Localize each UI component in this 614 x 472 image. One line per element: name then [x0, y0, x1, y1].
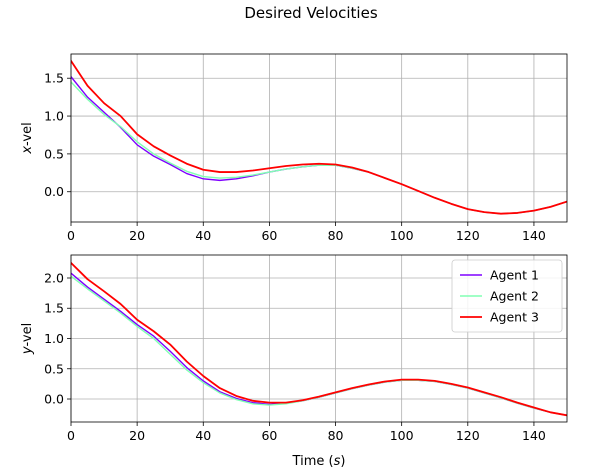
bottom-y-tick-label: 0.5: [44, 361, 64, 376]
top-x-tick-label: 40: [195, 228, 211, 243]
top-x-tick-label: 140: [522, 228, 546, 243]
top-y-tick-label: 1.5: [44, 71, 64, 86]
bottom-y-tick-label: 1.5: [44, 301, 64, 316]
legend-label-agent-1: Agent 1: [490, 268, 539, 283]
top-series-line-agent-3: [71, 59, 567, 215]
legend-box: [451, 259, 563, 333]
legend-label-agent-3: Agent 3: [490, 310, 539, 325]
bottom-x-tick-label: 20: [129, 428, 145, 443]
bottom-x-tick-label: 60: [261, 428, 277, 443]
x-velocity-panel: 0 20 40 60 80 100 120 140 0.0 0.5 1.0 1.5 x-vel: [20, 53, 568, 243]
top-y-tick-label: 0.0: [44, 184, 64, 199]
bottom-y-axis-label: y-vel: [20, 323, 35, 355]
top-x-tick-label: 0: [67, 228, 75, 243]
bottom-x-tick-label: 0: [67, 428, 75, 443]
bottom-x-tick-label: 80: [328, 428, 344, 443]
bottom-series-line-agent-3: [71, 261, 567, 417]
bottom-y-tick-label: 1.0: [44, 331, 64, 346]
top-x-tick-label: 100: [390, 228, 414, 243]
top-x-tick-label: 60: [261, 228, 277, 243]
bottom-x-tick-label: 140: [522, 428, 546, 443]
bottom-x-axis-label: Time (s): [292, 454, 346, 469]
y-velocity-panel: 0 20 40 60 80 100 120 140 0.0 0.5 1.0 1.5 2.0 y-vel Ti…: [20, 254, 568, 469]
top-x-tick-label: 120: [456, 228, 480, 243]
top-plot-frame: [70, 53, 568, 223]
bottom-y-tick-label: 0.0: [44, 392, 64, 407]
top-x-tick-label: 80: [328, 228, 344, 243]
bottom-x-tick-label: 40: [195, 428, 211, 443]
bottom-x-tick-label: 100: [390, 428, 414, 443]
top-y-axis-label: x-vel: [20, 122, 35, 154]
legend-label-agent-2: Agent 2: [490, 289, 539, 304]
top-y-tick-label: 0.5: [44, 146, 64, 161]
top-y-tick-label: 1.0: [44, 109, 64, 124]
figure-title: Desired Velocities: [244, 4, 377, 22]
bottom-legend: Agent 1 Agent 2 Agent 3: [451, 259, 563, 333]
bottom-y-tick-label: 2.0: [44, 270, 64, 285]
top-x-tick-label: 20: [129, 228, 145, 243]
bottom-x-tick-label: 120: [456, 428, 480, 443]
